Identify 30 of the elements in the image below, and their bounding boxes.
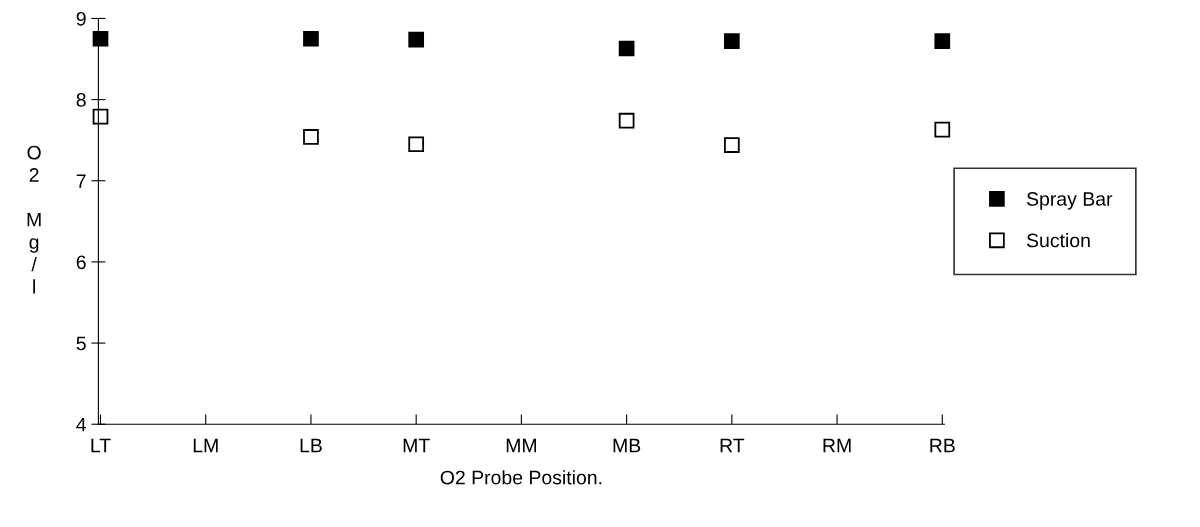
legend-label: Spray Bar — [1026, 192, 1113, 210]
y-tick-label: 7 — [76, 174, 86, 188]
x-tick-label: MB — [613, 438, 641, 453]
y-tick-label: 5 — [76, 336, 86, 351]
point — [934, 33, 951, 50]
point — [92, 30, 109, 47]
x-tick-label: RT — [720, 438, 745, 453]
x-tick-label: RM — [823, 438, 851, 453]
x-tick-label: RB — [930, 438, 955, 453]
y-tick-label: 8 — [76, 93, 86, 107]
legend-label: Suction — [1026, 233, 1090, 248]
point — [408, 136, 425, 153]
point — [618, 112, 635, 129]
point — [618, 40, 635, 57]
y-tick-label: 6 — [76, 255, 86, 270]
point — [723, 137, 740, 153]
x-tick-label: MT — [403, 438, 430, 453]
x-tick-label: LM — [193, 438, 218, 453]
x-tick-label: LB — [300, 438, 322, 453]
point — [303, 129, 319, 145]
x-tick-label: LT — [91, 438, 111, 453]
point — [408, 31, 425, 48]
x-axis-title: O2 Probe Position. — [440, 470, 602, 485]
y-tick-label: 9 — [76, 11, 86, 26]
point — [303, 30, 319, 47]
y-tick-label: 4 — [76, 417, 87, 432]
point — [934, 121, 951, 138]
text: O2 Mg/l — [27, 145, 41, 294]
point — [723, 33, 740, 50]
x-tick-label: MM — [506, 438, 536, 453]
